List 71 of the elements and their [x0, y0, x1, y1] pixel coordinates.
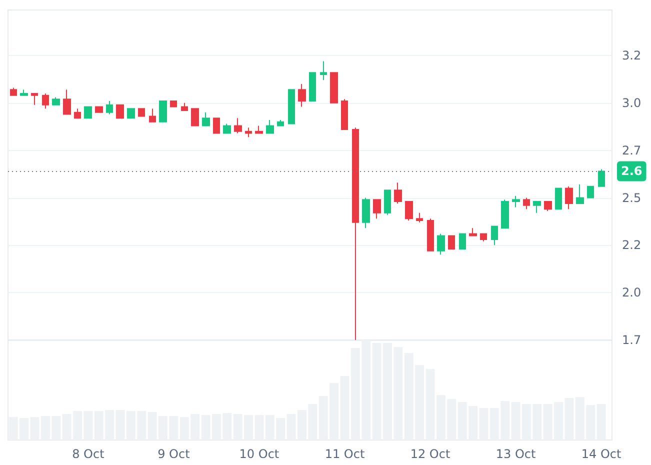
candlestick [42, 92, 49, 110]
candlestick [427, 218, 434, 252]
candlestick [191, 108, 199, 126]
candlestick [480, 233, 487, 242]
candlestick [373, 199, 381, 220]
candlestick [555, 188, 562, 210]
candlestick [181, 102, 188, 112]
candlestick [320, 60, 327, 81]
candlestick [330, 72, 338, 104]
candlestick [512, 195, 520, 208]
candlestick [223, 123, 231, 134]
candlestick [116, 104, 124, 119]
candlestick [20, 89, 28, 96]
candlestick [469, 228, 477, 236]
candlestick [565, 186, 573, 210]
candlestick [362, 197, 370, 229]
candlestick [405, 201, 413, 222]
x-tick-label: 13 Oct [496, 447, 536, 461]
candlestick [448, 235, 455, 250]
candlestick [491, 226, 498, 246]
x-tick-label: 10 Oct [239, 447, 280, 461]
candlestick [341, 98, 348, 130]
x-tick-label: 11 Oct [324, 447, 365, 461]
candlestick [31, 92, 38, 106]
candlestick [138, 108, 145, 117]
y-tick-label: 2.0 [622, 286, 642, 300]
candlestick [245, 127, 252, 138]
candlestick [159, 100, 167, 122]
candlestick [309, 72, 316, 102]
y-tick-label: 3.0 [622, 96, 642, 110]
y-tick-label: 1.7 [622, 333, 642, 347]
candlestick [149, 108, 156, 122]
y-tick-label: 2.2 [622, 238, 642, 252]
candlestick [394, 182, 402, 204]
candlestick [255, 125, 263, 134]
candlestick [84, 106, 92, 119]
candlestick [266, 120, 274, 134]
candlestick [298, 83, 306, 108]
candlestick [106, 100, 113, 115]
candlestick [202, 112, 210, 126]
candlestick [10, 87, 17, 96]
candlestick [277, 120, 284, 126]
candlestick [598, 168, 605, 187]
y-tick-label: 2.7 [622, 143, 642, 158]
candlestick [95, 106, 103, 113]
candlestick [63, 89, 71, 115]
x-tick-label: 8 Oct [72, 447, 105, 461]
candlestick [234, 118, 242, 134]
candlestick [437, 233, 445, 256]
candlestick [416, 212, 423, 223]
candlestick [52, 96, 60, 106]
candlestick [74, 108, 81, 119]
candlestick [352, 127, 359, 340]
candlestick [587, 186, 594, 198]
ref-line-label: 2.6 [621, 164, 642, 178]
x-tick-label: 14 Oct [581, 447, 622, 461]
candlestick [213, 118, 220, 134]
candlestick [127, 108, 135, 119]
candlestick [384, 190, 391, 216]
y-tick-label: 2.5 [622, 190, 642, 205]
candlestick [170, 100, 177, 108]
candlestick [576, 184, 584, 204]
candlestick [544, 201, 552, 212]
y-tick-label: 3.2 [622, 48, 642, 63]
candlestick [523, 197, 530, 210]
x-tick-label: 12 Oct [410, 447, 450, 461]
candlestick [288, 89, 295, 124]
candlestick [533, 201, 541, 214]
candlestick [459, 233, 466, 250]
x-tick-label: 9 Oct [158, 447, 190, 461]
candlestick [501, 199, 509, 229]
